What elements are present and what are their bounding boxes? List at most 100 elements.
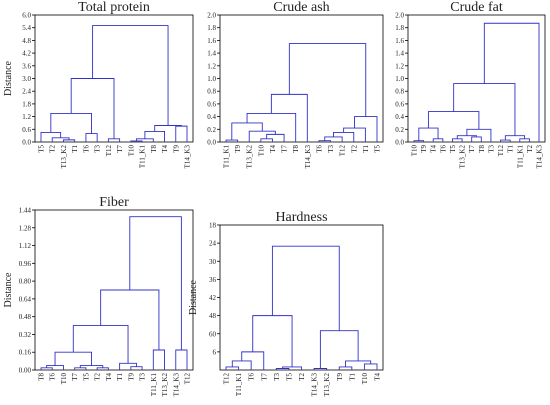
- leaf-label: T11_K1: [150, 373, 158, 397]
- dendrogram-link: [129, 216, 182, 350]
- y-tick-label: 48: [209, 312, 217, 320]
- y-tick-label: 36: [209, 276, 217, 284]
- dendrogram-link: [100, 289, 160, 350]
- dendrogram-link: [130, 140, 143, 142]
- leaf-label: T2: [350, 145, 358, 153]
- leaf-label: T9: [172, 145, 180, 153]
- y-axis-label: Distance: [3, 272, 14, 308]
- leaf-label: T4: [374, 373, 382, 381]
- leaf-label: T1: [362, 145, 370, 153]
- dendrogram-link: [50, 112, 92, 134]
- leaf-label: T12: [339, 145, 347, 157]
- y-axis-label: Distance: [3, 60, 14, 96]
- y-tick-label: 0.96: [19, 260, 32, 268]
- dendrogram-link: [252, 315, 293, 367]
- dendrogram-link: [453, 83, 516, 136]
- leaf-label: T3: [327, 145, 335, 153]
- leaf-label: T3: [94, 145, 102, 153]
- dendrogram-link: [136, 138, 154, 142]
- leaf-label: T14_K3: [311, 373, 319, 397]
- y-tick-label: 0.6: [207, 100, 216, 108]
- y-tick-label: 4.8: [22, 37, 31, 45]
- y-axis-label: Distance: [188, 279, 199, 315]
- dendrogram-link: [324, 136, 343, 142]
- leaf-label: T6: [82, 145, 90, 153]
- chart-title: Crude ash: [273, 0, 329, 15]
- dendrogram-link: [107, 138, 121, 142]
- leaf-label: T8: [150, 145, 158, 153]
- leaf-label: T8: [38, 373, 46, 381]
- leaf-label: T9: [234, 145, 242, 153]
- dendrogram-link: [504, 135, 526, 141]
- leaf-label: T11_K1: [223, 145, 231, 169]
- leaf-label: T10: [361, 373, 369, 385]
- y-tick-label: 1.4: [207, 50, 216, 58]
- leaf-label: T2: [298, 373, 306, 381]
- leaf-label: T14_K3: [184, 145, 192, 169]
- leaf-label: T4: [161, 145, 169, 153]
- dendrogram-link: [345, 360, 372, 367]
- y-tick-label: 30: [209, 258, 217, 266]
- y-tick-label: 2.0: [207, 12, 216, 20]
- dendrogram-link: [519, 138, 530, 142]
- dendrogram-link: [319, 330, 359, 369]
- y-tick-label: 0.6: [395, 100, 404, 108]
- leaf-label: T10: [257, 145, 265, 157]
- leaf-label: T5: [449, 145, 457, 153]
- y-tick-label: 1.8: [207, 24, 216, 32]
- leaf-label: T14_K3: [304, 145, 312, 169]
- leaf-label: T4: [430, 145, 438, 153]
- dendrogram-link: [130, 366, 143, 370]
- dendrogram-link: [96, 367, 109, 370]
- dendrogram-link: [70, 78, 115, 139]
- y-tick-label: 1.0: [395, 75, 404, 83]
- y-tick-label: 6.0: [22, 12, 31, 20]
- y-tick-label: 4.2: [22, 50, 31, 58]
- chart-title: Hardness: [275, 210, 327, 225]
- leaf-label: T6: [49, 373, 57, 381]
- leaf-label: T5: [82, 373, 90, 381]
- y-tick-label: 0.2: [207, 126, 216, 134]
- dendrogram-link: [51, 137, 70, 142]
- dendrogram-link: [275, 368, 290, 370]
- y-tick-label: 6: [213, 348, 217, 356]
- leaf-label: T11_K1: [235, 373, 243, 397]
- leaf-label: T6: [315, 145, 323, 153]
- leaf-label: T9: [420, 145, 428, 153]
- leaf-label: T10: [60, 373, 68, 385]
- y-tick-label: 2.4: [22, 88, 31, 96]
- leaf-label: T2: [49, 145, 57, 153]
- y-tick-label: 1.8: [395, 24, 404, 32]
- leaf-label: T6: [248, 373, 256, 381]
- dendrogram-link: [452, 138, 463, 142]
- leaf-label: T12: [497, 145, 505, 157]
- y-tick-label: 0.64: [19, 295, 32, 303]
- leaf-label: T7: [116, 145, 124, 153]
- dendrogram-link: [288, 43, 367, 117]
- leaf-label: T1: [507, 145, 515, 153]
- leaf-label: T1: [116, 373, 124, 381]
- y-tick-label: 0.16: [19, 349, 32, 357]
- y-tick-label: 42: [209, 294, 217, 302]
- y-tick-label: 0.0: [207, 139, 216, 147]
- dendrogram-link: [144, 130, 165, 142]
- y-tick-label: 18: [209, 222, 217, 230]
- chart-title: Crude fat: [450, 0, 503, 15]
- dendrogram-link: [246, 112, 297, 142]
- leaf-label: T2: [526, 145, 534, 153]
- dendrogram-link: [471, 136, 482, 142]
- plot-frame: [34, 209, 194, 371]
- leaf-label: T1: [71, 145, 79, 153]
- leaf-label: T7: [281, 145, 289, 153]
- leaf-label: T12: [184, 373, 192, 385]
- dendrogram-link: [483, 22, 540, 142]
- leaf-label: T3: [139, 373, 147, 381]
- dendrogram-link: [40, 132, 62, 142]
- y-tick-label: 1.6: [207, 37, 216, 45]
- y-tick-label: 0.4: [395, 113, 404, 121]
- y-tick-label: 3.6: [22, 62, 31, 70]
- leaf-label: T10: [127, 145, 135, 157]
- y-tick-label: 60: [209, 330, 217, 338]
- dendrogram-link: [313, 368, 328, 370]
- y-tick-label: 3.0: [22, 75, 31, 83]
